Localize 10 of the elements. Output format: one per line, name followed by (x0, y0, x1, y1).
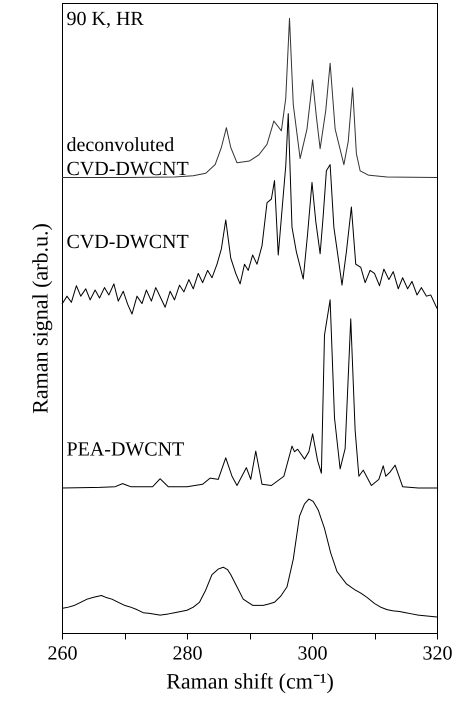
series-label: deconvoluted CVD-DWCNT (66, 134, 189, 180)
annotation: 90 K, HR (66, 8, 144, 30)
y-axis-title: Raman signal (arb.u.) (28, 223, 52, 414)
x-tick-label: 300 (298, 642, 328, 664)
x-tick-label: 280 (172, 642, 202, 664)
x-tick-label: 260 (48, 642, 78, 664)
series-label: PEA-DWCNT (66, 438, 184, 461)
series-label: CVD-DWCNT (66, 230, 189, 253)
x-tick-label: 320 (422, 642, 452, 664)
x-axis-title: Raman shift (cm⁻¹) (166, 668, 334, 694)
